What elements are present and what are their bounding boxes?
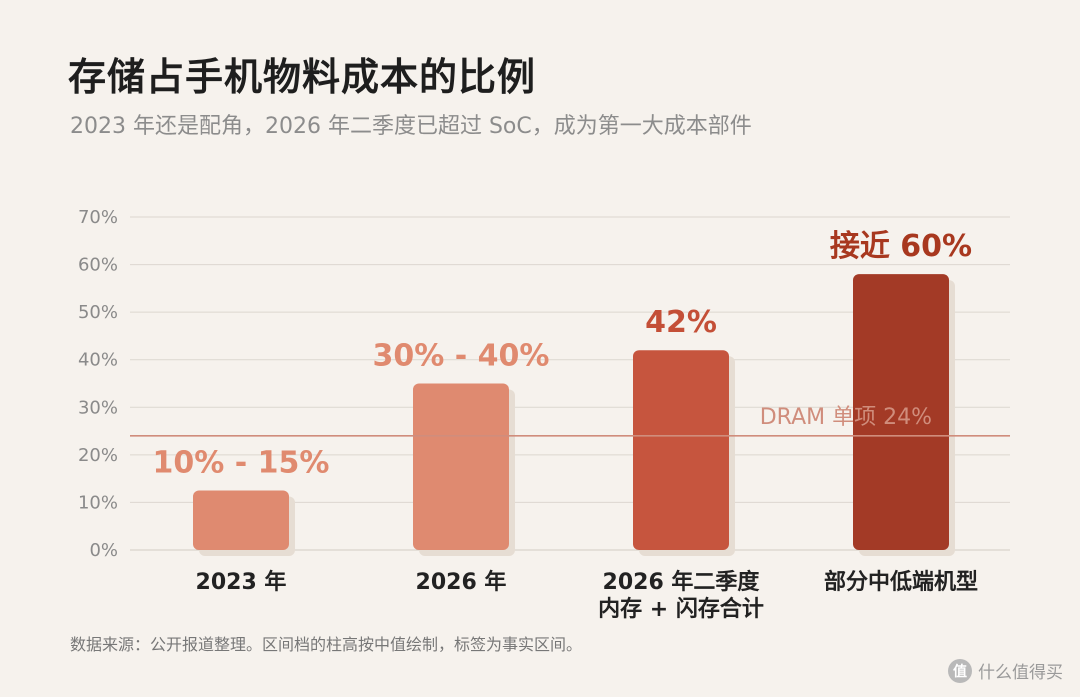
x-tick-label: 2023 年 — [196, 569, 287, 595]
source-note: 数据来源：公开报道整理。区间档的柱高按中值绘制，标签为事实区间。 — [70, 635, 583, 654]
data-label: 42% — [645, 305, 717, 340]
y-tick-label: 20% — [78, 445, 118, 466]
watermark: 值 什么值得买 — [948, 658, 1063, 683]
y-tick-label: 60% — [78, 255, 118, 276]
bar — [853, 274, 949, 550]
y-tick-label: 30% — [78, 397, 118, 418]
data-label: 30% - 40% — [373, 339, 550, 374]
bar — [193, 490, 289, 550]
data-label: 10% - 15% — [153, 446, 330, 481]
x-tick-label: 内存 + 闪存合计 — [598, 596, 764, 622]
y-tick-label: 40% — [78, 350, 118, 371]
y-tick-label: 50% — [78, 302, 118, 323]
x-tick-label: 2026 年 — [416, 569, 507, 595]
y-tick-label: 0% — [89, 540, 118, 561]
y-tick-label: 70% — [78, 207, 118, 228]
reference-line-label: DRAM 单项 24% — [760, 405, 932, 430]
watermark-text: 什么值得买 — [978, 663, 1063, 683]
y-tick-label: 10% — [78, 492, 118, 513]
watermark-logo-icon: 值 — [948, 658, 972, 683]
bar — [633, 350, 729, 550]
bar — [413, 383, 509, 550]
chart-title: 存储占手机物料成本的比例 — [68, 55, 537, 99]
chart-subtitle: 2023 年还是配角，2026 年二季度已超过 SoC，成为第一大成本部件 — [70, 114, 752, 139]
x-tick-label: 部分中低端机型 — [824, 569, 978, 595]
x-tick-label: 2026 年二季度 — [603, 569, 761, 595]
data-label: 接近 60% — [830, 229, 972, 264]
